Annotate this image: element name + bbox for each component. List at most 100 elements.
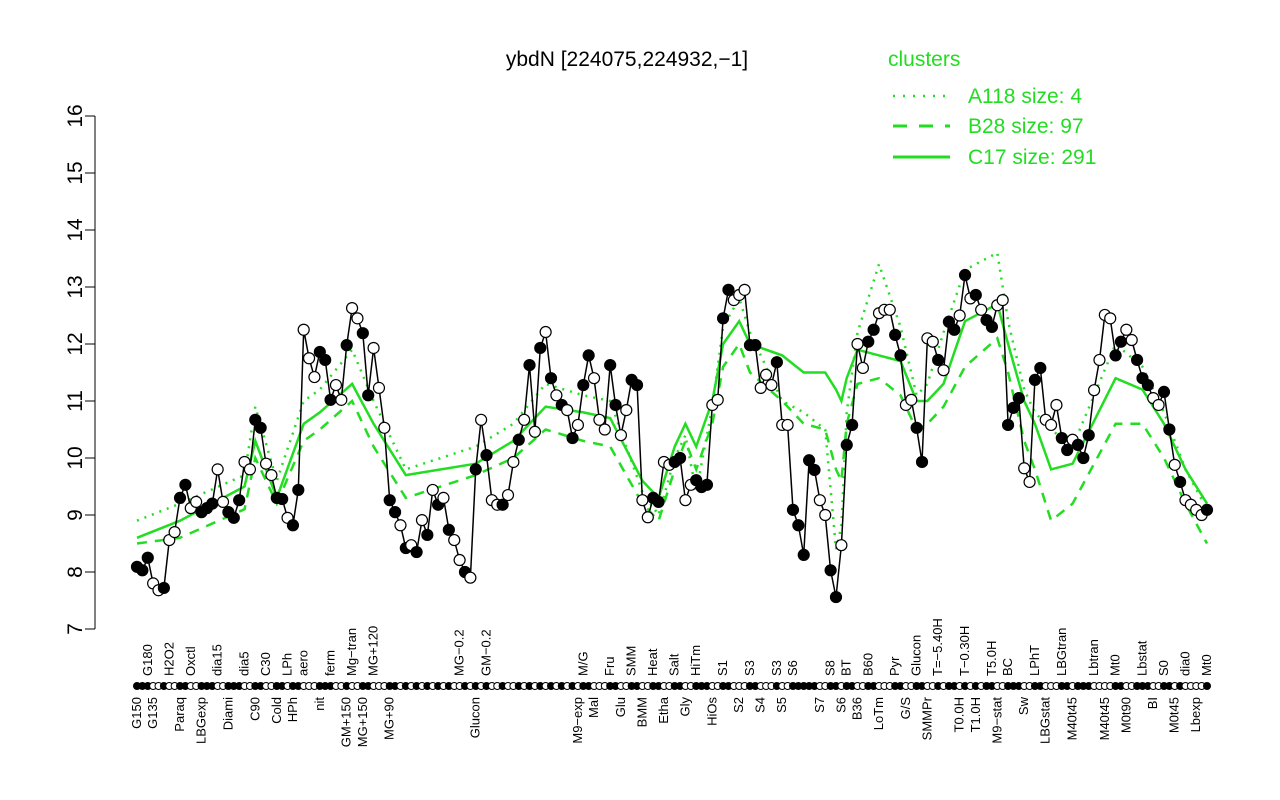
data-point [738,283,751,296]
x-tick-label: S8 [823,660,838,676]
cluster-line-c17 [136,302,1209,539]
data-point [378,421,391,434]
x-tick-label: G135 [145,697,160,729]
data-point [948,323,961,336]
data-point [1120,323,1133,336]
data-point [829,590,843,604]
legend-label-a118: A118 size: 4 [968,85,1082,108]
data-point [1012,392,1025,405]
data-point [1028,373,1042,387]
data-point [243,463,257,476]
data-point [937,364,950,377]
x-tick-label: dia0 [1177,651,1192,676]
series-line [136,274,1208,598]
data-point [437,491,450,504]
data-point [797,548,810,562]
data-point [190,495,203,508]
data-point [254,421,267,434]
data-point [1200,503,1214,516]
x-tick-label: S6 [833,697,848,713]
x-tick-label: HiTm [688,645,703,676]
x-tick-label: LoTm [871,697,886,730]
y-tick-label: 16 [64,104,87,127]
x-tick-label: Gly [677,697,692,717]
data-point [614,429,628,442]
data-point [286,519,300,532]
data-point [539,325,552,339]
data-point [1055,431,1068,445]
x-tick-label: Heat [645,648,660,676]
y-tick-label: 9 [64,509,87,521]
y-tick-label: 10 [64,446,87,469]
data-point [206,497,219,510]
x-tick-label: M9−exp [570,697,585,744]
x-tick-label: H2O2 [161,642,176,676]
data-point [786,503,800,516]
data-point [926,335,939,348]
data-point [824,564,837,577]
x-tick-label: HPh [285,697,300,722]
data-point [534,341,547,355]
data-point [905,393,918,406]
data-point [335,393,348,406]
x-tick-label: G150 [129,697,144,729]
data-point [566,431,579,445]
data-point [512,433,525,446]
data-point [464,571,477,584]
data-point [475,413,488,426]
data-point [259,457,273,470]
x-tick-label: M/G [575,651,590,676]
data-point [1001,418,1015,432]
data-point [894,349,907,362]
x-tick-label: S5 [774,697,789,713]
data-point [136,564,149,577]
data-point [1109,349,1122,362]
legend-label-c17: C17 size: 291 [968,146,1096,169]
y-tick-label: 7 [64,623,87,635]
data-series [130,268,1214,604]
data-point [969,288,982,302]
data-point [388,506,402,519]
x-tick-label: BC [1000,658,1015,676]
data-point [630,378,644,392]
data-point [641,511,654,524]
cluster-line-a118 [136,250,1209,550]
data-point [1157,385,1171,398]
data-point [1034,361,1047,375]
data-point [1093,353,1106,367]
data-point [889,328,902,341]
data-point [1163,423,1176,436]
x-tick-label: MG−0.2 [452,629,467,676]
x-tick-label: S6 [785,660,800,676]
x-tick-label: S7 [812,697,827,713]
data-point [1125,333,1138,347]
data-point [722,283,735,296]
x-tick-label: Pyr [887,656,902,676]
x-tick-label: Glucon [468,697,483,738]
data-point [308,370,321,384]
x-tick-label: M9−stat [989,697,1004,744]
data-point [1007,401,1020,414]
data-point [593,413,606,426]
data-point [507,455,520,469]
x-tick-label: S2 [731,697,746,713]
x-tick-label: Lbstat [1134,640,1149,676]
data-point [480,449,493,462]
data-point [345,301,359,315]
data-point [233,494,246,507]
data-point [448,533,461,547]
data-point [932,353,945,367]
x-tick-label: B60 [860,653,875,676]
data-point [367,341,380,355]
data-point [749,339,762,352]
data-point [770,356,783,369]
x-tick-label: M0t90 [1118,697,1133,733]
data-point [356,327,369,340]
data-point [173,491,187,504]
data-point [453,553,466,567]
x-tick-label: SMM [624,646,639,676]
data-point [1152,398,1165,412]
x-tick-label: Mt0 [1199,654,1214,676]
data-point [415,514,429,527]
